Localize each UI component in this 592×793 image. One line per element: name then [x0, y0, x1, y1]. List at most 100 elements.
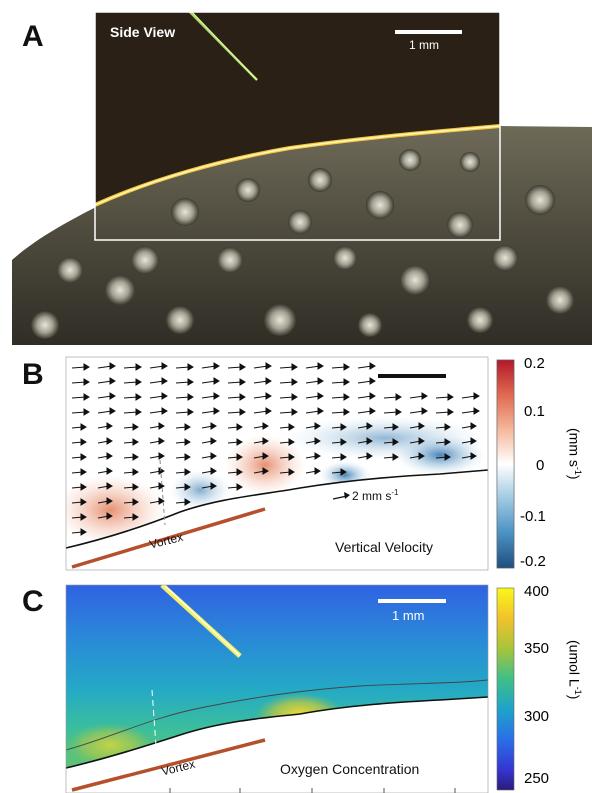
- velocity-vector-head: [262, 437, 269, 445]
- velocity-vector-head: [369, 407, 376, 415]
- velocity-vectors: [71, 362, 480, 536]
- velocity-vector-head: [132, 498, 139, 506]
- scalebar-a-label: 1 mm: [409, 38, 439, 52]
- velocity-vector-head: [317, 407, 324, 415]
- velocity-vector-head: [135, 378, 142, 386]
- velocity-vector-head: [418, 452, 425, 460]
- velocity-vector-head: [161, 362, 168, 370]
- velocity-vector-head: [132, 438, 139, 446]
- velocity-vector-head: [80, 453, 87, 461]
- velocity-vector-head: [106, 497, 113, 505]
- velocity-vector-head: [210, 467, 217, 475]
- velocity-vector-head: [392, 453, 399, 461]
- contour-line-c: [65, 679, 489, 751]
- velocity-vector-head: [210, 422, 217, 430]
- velocity-vector-head: [184, 468, 191, 476]
- velocity-vector-head: [83, 363, 90, 371]
- colorbar-c-tick-3: 250: [524, 770, 550, 787]
- vortex-divider-c: [151, 689, 158, 761]
- velocity-vector-head: [421, 392, 428, 400]
- velocity-vector-head: [369, 362, 376, 370]
- velocity-vector-head: [447, 408, 454, 416]
- velocity-vector-head: [187, 393, 194, 401]
- velocity-vector-head: [213, 362, 220, 370]
- velocity-vector-head: [317, 377, 324, 385]
- velocity-vector-head: [366, 452, 373, 460]
- velocity-vector-head: [262, 452, 269, 460]
- velocity-vector-head: [444, 453, 451, 461]
- velocity-vector-head: [239, 393, 246, 401]
- velocity-vector-head: [392, 438, 399, 446]
- colorbar-c-unit-text: (umol L: [566, 640, 583, 687]
- velocity-vector-head: [161, 392, 168, 400]
- velocity-vector-head: [366, 422, 373, 430]
- reference-vector-exp: -1: [391, 488, 399, 497]
- velocity-vector-head: [343, 378, 350, 386]
- colorbar-c-unit-close: ): [566, 694, 583, 700]
- velocity-vector-head: [135, 363, 142, 371]
- coral-photo-graphic: [12, 11, 592, 345]
- velocity-vector-head: [265, 392, 272, 400]
- velocity-vector-head: [265, 407, 272, 415]
- panel-letter-c: C: [22, 585, 44, 618]
- colorbar-b-tick-0: 0.2: [524, 355, 545, 372]
- velocity-vector-head: [80, 483, 87, 491]
- side-view-label: Side View: [110, 24, 176, 40]
- velocity-vector-head: [80, 423, 87, 431]
- velocity-vector-head: [210, 437, 217, 445]
- map-title-c: Oxygen Concentration: [280, 761, 420, 777]
- velocity-vector-head: [470, 422, 477, 430]
- velocity-vector-head: [236, 468, 243, 476]
- velocity-vector-head: [106, 437, 113, 445]
- velocity-vector-head: [288, 423, 295, 431]
- velocity-vector-head: [213, 392, 220, 400]
- velocity-vector-head: [80, 498, 87, 506]
- vortex-line-c: [71, 738, 266, 792]
- colorbar-c-tick-0: 400: [524, 583, 550, 600]
- velocity-vector-head: [265, 377, 272, 385]
- velocity-vector-head: [444, 423, 451, 431]
- velocity-vector-head: [418, 437, 425, 445]
- velocity-vector-head: [135, 408, 142, 416]
- velocity-vector-head: [80, 468, 87, 476]
- velocity-vector-head: [132, 513, 139, 521]
- velocity-vector-head: [291, 363, 298, 371]
- velocity-vector-head: [239, 378, 246, 386]
- velocity-vector-head: [187, 363, 194, 371]
- velocity-vector-head: [473, 392, 480, 400]
- velocity-vector-head: [236, 453, 243, 461]
- colorbar-c-unit: (umol L-1): [566, 640, 583, 699]
- coral-boundary-b: [65, 469, 489, 549]
- panel-letter-a: A: [22, 20, 44, 53]
- coral-photo: [0, 0, 592, 345]
- velocity-vector-head: [421, 407, 428, 415]
- velocity-vector-head: [109, 407, 116, 415]
- velocity-vector-head: [470, 452, 477, 460]
- velocity-vector-head: [132, 423, 139, 431]
- velocity-vector-head: [158, 497, 165, 505]
- piv-region-box: [94, 11, 501, 241]
- velocity-vector-head: [83, 393, 90, 401]
- reference-vector-label: 2 mm s-1: [352, 488, 398, 503]
- colorbar-c-tick-1: 350: [524, 640, 550, 657]
- velocity-vector-head: [369, 377, 376, 385]
- velocity-vector-head: [187, 378, 194, 386]
- velocity-vector-head: [291, 378, 298, 386]
- velocity-vector-head: [132, 453, 139, 461]
- velocity-vector-head: [80, 438, 87, 446]
- velocity-vector-head: [343, 408, 350, 416]
- velocity-vector-head: [161, 407, 168, 415]
- velocity-vector-head: [213, 407, 220, 415]
- velocity-vector-head: [340, 468, 347, 476]
- velocity-vector-head: [239, 363, 246, 371]
- colorbar-b: [496, 359, 515, 569]
- velocity-vector-head: [262, 422, 269, 430]
- velocity-vector-head: [314, 467, 321, 475]
- velocity-vector-head: [317, 392, 324, 400]
- velocity-vector-head: [184, 453, 191, 461]
- velocity-vector-head: [109, 377, 116, 385]
- velocity-vector-head: [106, 452, 113, 460]
- vortex-line-b: [71, 507, 266, 569]
- colorbar-b-tick-4: -0.2: [520, 553, 546, 570]
- map-title-b: Vertical Velocity: [335, 539, 434, 555]
